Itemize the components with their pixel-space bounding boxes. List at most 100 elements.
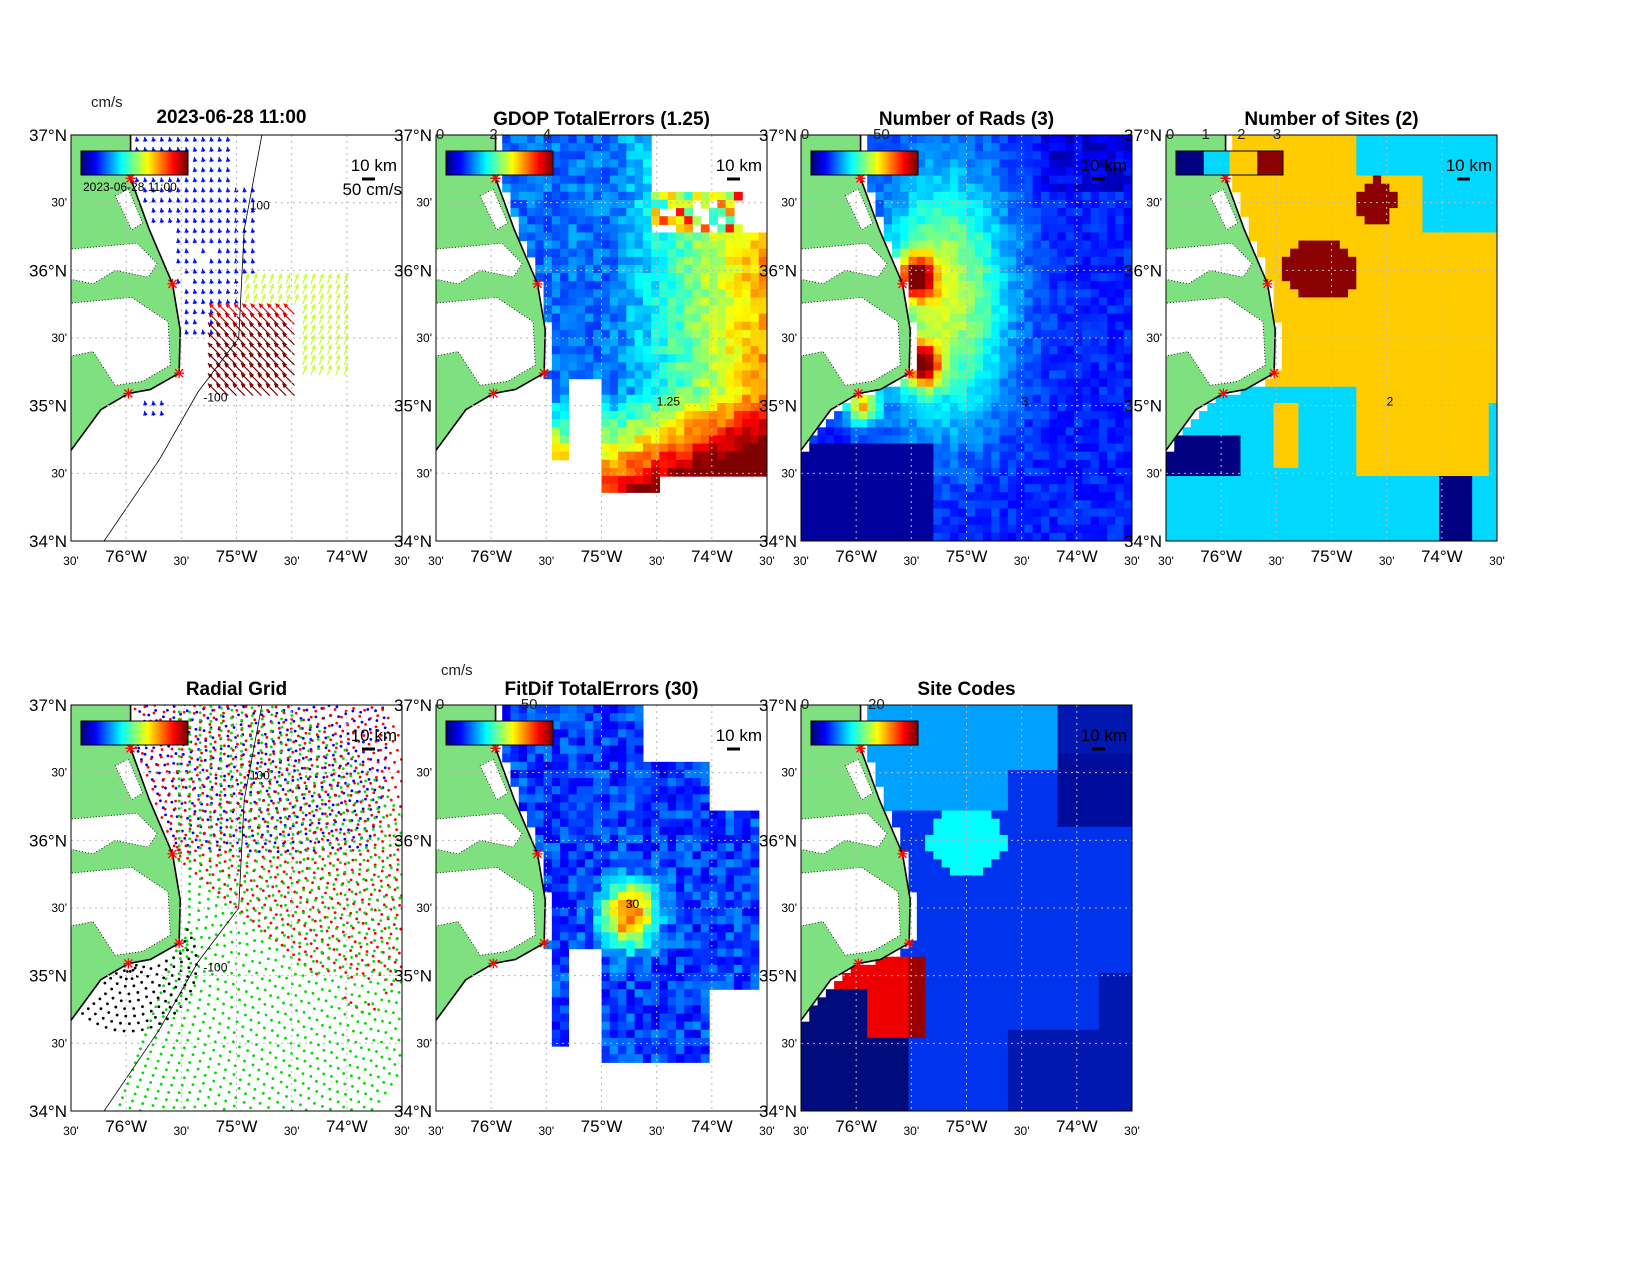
heatmap-cell — [742, 256, 752, 266]
heatmap-cell — [618, 427, 627, 437]
heatmap-cell — [817, 484, 827, 493]
heatmap-cell — [1364, 159, 1374, 169]
heatmap-cell — [999, 281, 1009, 290]
heatmap-cell — [684, 411, 694, 420]
heatmap-cell — [1016, 451, 1026, 461]
heatmap-cell — [1306, 467, 1316, 477]
heatmap-cell — [974, 143, 984, 152]
heatmap-cell — [709, 459, 718, 469]
heatmap-cell — [1257, 175, 1266, 185]
heatmap-cell — [1074, 289, 1083, 298]
current-vector-head — [319, 283, 324, 289]
heatmap-cell — [1405, 467, 1415, 477]
heatmap-cell — [892, 183, 901, 193]
heatmap-cell — [842, 435, 852, 445]
heatmap-cell — [1314, 167, 1324, 177]
heatmap-cell — [974, 459, 984, 469]
heatmap-cell — [850, 516, 860, 526]
heatmap-cell — [1082, 313, 1092, 323]
heatmap-cell — [667, 338, 677, 347]
heatmap-cell — [667, 346, 677, 355]
heatmap-cell — [1107, 208, 1117, 217]
heatmap-cell — [1065, 362, 1075, 372]
heatmap-cell — [983, 516, 992, 526]
heatmap-cell — [651, 256, 661, 266]
heatmap-cell — [850, 402, 860, 412]
heatmap-cell — [1115, 427, 1125, 437]
heatmap-cell — [867, 451, 877, 461]
colorbar-swatch — [852, 151, 856, 175]
heatmap-cell — [1339, 362, 1349, 372]
current-vector-head — [192, 319, 198, 325]
heatmap-cell — [1074, 427, 1083, 437]
heatmap-cell — [692, 305, 702, 315]
heatmap-cell — [518, 135, 528, 144]
heatmap-cell — [1082, 354, 1092, 363]
heatmap-cell — [1364, 476, 1374, 485]
axes-frame — [435, 134, 768, 542]
heatmap-cell — [1439, 167, 1448, 177]
heatmap-cell — [1281, 500, 1291, 510]
current-vector-head — [159, 207, 165, 213]
heatmap-cell — [1281, 289, 1291, 298]
heatmap-cell — [593, 346, 603, 355]
colorbar-swatch — [896, 151, 899, 175]
lat-tick-label: 34°N — [394, 532, 432, 551]
heatmap-cell — [1405, 394, 1415, 404]
current-vector-head — [249, 322, 255, 328]
heatmap-cell — [1306, 151, 1316, 160]
colorbar-swatch — [140, 151, 143, 175]
heatmap-cell — [1098, 159, 1108, 169]
heatmap-cell — [551, 273, 561, 282]
heatmap-cell — [1381, 329, 1391, 339]
heatmap-cell — [1314, 289, 1324, 298]
heatmap-cell — [850, 459, 860, 469]
heatmap-cell — [1348, 346, 1357, 355]
heatmap-cell — [908, 224, 918, 234]
heatmap-cell — [916, 378, 926, 388]
heatmap-cell — [725, 411, 735, 420]
heatmap-cell — [601, 467, 611, 477]
heatmap-cell — [1049, 467, 1059, 477]
heatmap-cell — [667, 354, 677, 363]
heatmap-cell — [1107, 516, 1117, 526]
heatmap-cell — [742, 411, 752, 420]
heatmap-cell — [1397, 208, 1407, 217]
current-vector-head — [176, 177, 181, 183]
heatmap-cell — [634, 281, 644, 290]
heatmap-cell — [1049, 273, 1059, 282]
heatmap-cell — [842, 402, 852, 412]
heatmap-cell — [551, 143, 561, 152]
heatmap-cell — [1115, 175, 1125, 185]
heatmap-cell — [1024, 191, 1034, 201]
heatmap-cell — [1057, 508, 1067, 518]
heatmap-cell — [900, 264, 910, 274]
heatmap-cell — [675, 273, 685, 282]
heatmap-cell — [941, 264, 951, 274]
heatmap-cell — [1339, 232, 1349, 242]
heatmap-cell — [825, 427, 835, 437]
heatmap-cell — [1389, 151, 1399, 160]
heatmap-cell — [908, 248, 918, 258]
heatmap-cell — [1372, 500, 1382, 510]
heatmap-cell — [1024, 443, 1034, 453]
heatmap-cell — [1123, 167, 1132, 177]
heatmap-cell — [626, 183, 636, 193]
current-vector-head — [282, 322, 288, 328]
heatmap-cell — [941, 419, 951, 428]
heatmap-cell — [1414, 273, 1424, 282]
heatmap-cell — [1223, 467, 1233, 477]
heatmap-cell — [1082, 402, 1092, 412]
heatmap-cell — [941, 329, 951, 339]
heatmap-cell — [527, 199, 536, 209]
lat-tick-label: 35°N — [759, 397, 797, 416]
heatmap-cell — [1389, 240, 1399, 250]
heatmap-cell — [966, 297, 976, 307]
heatmap-cell — [999, 402, 1009, 412]
heatmap-cell — [618, 175, 627, 185]
heatmap-cell — [1422, 313, 1432, 323]
current-vector-head — [184, 258, 190, 264]
heatmap-cell — [983, 240, 992, 250]
heatmap-cell — [560, 297, 569, 307]
heatmap-cell — [609, 191, 619, 201]
